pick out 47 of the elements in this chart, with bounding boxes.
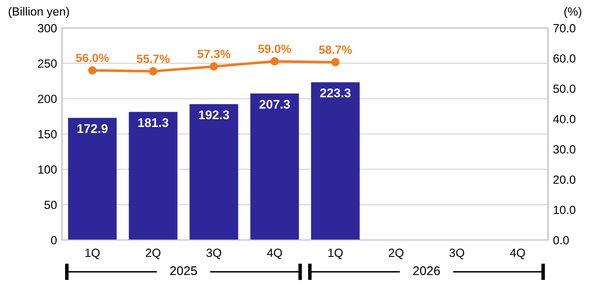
point [148,67,158,76]
point [331,58,340,66]
y-tick-label: 50 [44,200,57,210]
y-tick-label: 300 [38,24,57,32]
data-label: 192.3 [199,110,230,120]
bar [311,82,360,240]
x-tick-label: 3Q [449,248,464,260]
point [270,57,279,66]
data-label: 172.9 [78,124,108,133]
y2-tick-label: 70.0 [553,24,576,32]
x-tick-label: 2Q [388,248,404,260]
y-tick-label: 150 [38,130,57,138]
x-tick-label: 3Q [206,248,222,260]
data-label: 59.0% [258,44,292,53]
y2-tick-label: 40.0 [553,114,576,124]
data-label: 57.3% [198,50,230,58]
bar [190,104,238,240]
data-label: 181.3 [138,118,168,128]
y2-tick-label: 50.0 [553,84,576,93]
x-tick-label: 1Q [328,248,343,260]
bar [68,118,117,240]
bar [250,94,299,240]
y-axis-title: (Billion yen) [8,6,69,18]
y-tick-label: 100 [38,165,57,174]
bar [128,112,178,240]
x-tick-label: 4Q [267,248,282,260]
data-label: 207.3 [259,100,290,109]
point [88,66,97,75]
y2-tick-label: 20.0 [553,175,576,184]
y-tick-label: 0 [51,236,57,244]
y-tick-label: 200 [38,94,57,104]
data-label: 223.3 [320,88,351,98]
x-tick-label: 4Q [510,248,525,260]
y2-tick-label: 0.0 [553,236,569,244]
y-tick-label: 250 [38,59,57,68]
text: 2025 [170,266,197,276]
data-label: 56.0% [76,54,109,62]
y2-tick-label: 30.0 [553,145,576,154]
point [210,62,218,71]
data-label: 55.7% [136,54,170,63]
data-label: 58.7% [319,46,352,54]
y2-tick-label: 60.0 [553,54,576,63]
x-tick-label: 1Q [85,248,100,260]
y2-tick-label: 10.0 [554,206,576,214]
text: 2026 [413,266,440,276]
y2-axis-title: (%) [564,6,582,18]
x-tick-label: 2Q [146,248,160,260]
